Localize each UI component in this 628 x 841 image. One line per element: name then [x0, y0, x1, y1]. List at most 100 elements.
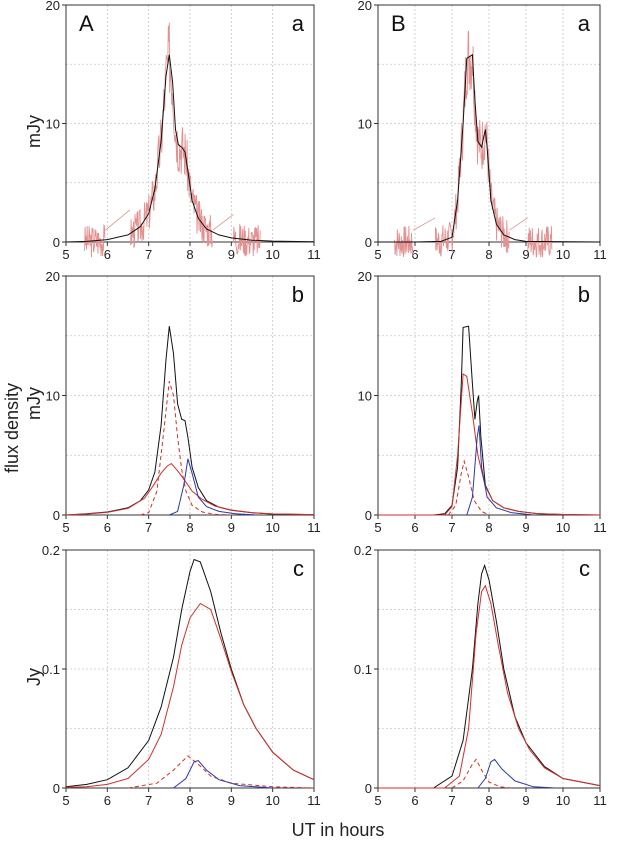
y-tick-label: 0.2: [354, 543, 372, 558]
x-tick-label: 11: [307, 793, 321, 808]
observed-gap-link: [105, 209, 131, 231]
series-total: [378, 53, 601, 243]
series-total: [65, 558, 315, 788]
x-tick-label: 9: [228, 520, 235, 535]
y-tick-label: 20: [46, 269, 60, 284]
y-tick-label: 0: [53, 235, 60, 250]
y-tick-label: 0: [365, 781, 372, 796]
series-total: [378, 563, 601, 789]
series-red: [65, 602, 315, 788]
series-blue: [477, 758, 556, 789]
y-tick-label: 0: [53, 508, 60, 523]
observed-data-segment: [434, 30, 510, 257]
x-tick-label: 11: [307, 520, 321, 535]
series-red: [65, 462, 315, 516]
panel-letter: c: [293, 556, 304, 581]
observed-data-segment: [527, 226, 553, 258]
x-tick-label: 5: [62, 793, 69, 808]
y-tick-label: 10: [358, 117, 372, 132]
x-tick-label: 8: [485, 520, 492, 535]
y-tick-label: 0.1: [42, 662, 60, 677]
x-tick-label: 7: [145, 520, 152, 535]
y-axis-label: mJy: [24, 387, 44, 420]
panel-A-c: 5 6 7 8 9 10 11 0 0.1 0.2 Jy c: [24, 543, 321, 808]
x-tick-label: 10: [556, 247, 570, 262]
y-axis-label: mJy: [24, 115, 44, 148]
series-red-dash: [140, 381, 232, 516]
panel-letter: c: [579, 556, 590, 581]
x-tick-label: 9: [228, 793, 235, 808]
x-tick-label: 6: [104, 520, 111, 535]
y-tick-label: 0.2: [42, 543, 60, 558]
x-tick-label: 8: [186, 520, 193, 535]
x-tick-label: 5: [62, 520, 69, 535]
panel-letter: a: [578, 11, 591, 36]
observed-data-segment: [232, 223, 261, 257]
x-tick-label: 7: [145, 247, 152, 262]
panel-B-a: 5 6 7 8 9 10 11 0 10 20 B a: [358, 0, 607, 262]
y-axis-label: Jy: [24, 668, 44, 686]
x-tick-label: 10: [556, 520, 570, 535]
x-tick-label: 11: [307, 247, 321, 262]
x-tick-label: 11: [593, 793, 607, 808]
x-tick-label: 5: [62, 247, 69, 262]
panel-B-c: 5 6 7 8 9 10 11 0 0.1 0.2 c: [354, 543, 607, 808]
series-red-dash: [451, 758, 512, 789]
column-letter: B: [391, 11, 406, 36]
x-tick-label: 11: [593, 520, 607, 535]
y-tick-label: 0: [365, 508, 372, 523]
x-tick-label: 7: [448, 247, 455, 262]
y-tick-label: 10: [46, 117, 60, 132]
x-tick-label: 5: [374, 793, 381, 808]
x-tick-label: 5: [374, 247, 381, 262]
x-tick-label: 9: [522, 520, 529, 535]
series-blue: [169, 458, 257, 516]
x-tick-label: 7: [448, 793, 455, 808]
x-tick-label: 9: [522, 793, 529, 808]
observed-gap-link: [509, 217, 529, 231]
panel-A-a: 5 6 7 8 9 10 11 0 10 20 mJy A a: [24, 0, 321, 262]
x-tick-label: 10: [265, 247, 279, 262]
x-tick-label: 6: [411, 247, 418, 262]
flux-density-label: flux density: [2, 383, 22, 473]
x-tick-label: 8: [186, 247, 193, 262]
series-blue: [466, 425, 534, 516]
x-tick-label: 6: [411, 520, 418, 535]
y-tick-label: 10: [358, 389, 372, 404]
x-tick-label: 11: [593, 247, 607, 262]
x-tick-label: 6: [411, 793, 418, 808]
observed-data-segment: [130, 22, 213, 248]
series-blue: [173, 760, 273, 789]
y-tick-label: 0: [53, 781, 60, 796]
x-axis-label: UT in hours: [292, 820, 385, 840]
x-tick-label: 8: [186, 793, 193, 808]
x-tick-label: 6: [104, 793, 111, 808]
y-tick-label: 20: [358, 269, 372, 284]
observed-data-segment: [84, 223, 106, 258]
panel-letter: b: [578, 282, 590, 307]
y-tick-label: 20: [358, 0, 372, 13]
panel-A-b: 5 6 7 8 9 10 11 0 10 20 mJy b: [24, 269, 321, 535]
observed-data-segment: [394, 225, 414, 257]
x-tick-label: 9: [522, 247, 529, 262]
column-letter: A: [79, 11, 94, 36]
observed-gap-link: [412, 217, 436, 231]
panel-letter: b: [292, 282, 304, 307]
x-tick-label: 7: [448, 520, 455, 535]
y-tick-label: 0.1: [354, 662, 372, 677]
y-tick-label: 10: [46, 389, 60, 404]
series-red: [378, 584, 601, 789]
panel-letter: a: [292, 11, 305, 36]
series-total: [65, 54, 315, 243]
x-tick-label: 10: [556, 793, 570, 808]
x-tick-label: 10: [265, 520, 279, 535]
x-tick-label: 8: [485, 247, 492, 262]
x-tick-label: 8: [485, 793, 492, 808]
panel-B-b: 5 6 7 8 9 10 11 0 10 20 b: [358, 269, 607, 535]
x-tick-label: 9: [228, 247, 235, 262]
panels: 5 6 7 8 9 10 11 0 10 20 mJy A a 5 6 7 8 9 10 11 0 10 20 B a 5 6 7 8 9…: [24, 0, 607, 808]
series-red: [378, 373, 601, 516]
y-tick-label: 20: [46, 0, 60, 13]
x-tick-label: 6: [104, 247, 111, 262]
